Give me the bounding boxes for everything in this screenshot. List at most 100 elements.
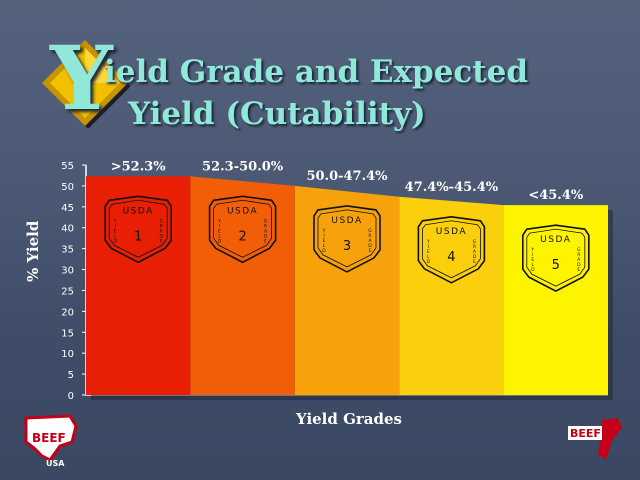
shield-right-letter: E [473,259,476,265]
shield-right-letter: E [577,267,580,273]
shield-grade-number: 1 [134,229,142,244]
shield-left-letter: I [115,223,116,229]
shield-right-letter: G [473,239,477,245]
y-tick-label: 5 [68,370,74,381]
shield-left-letter: I [219,223,220,229]
shield-right-letter: A [473,249,477,255]
shield-right-letter: D [264,233,268,239]
shield-header: USDA [331,216,362,226]
shield-header: USDA [227,206,258,216]
y-tick-label: 25 [61,286,74,297]
shield-left-letter: Y [113,218,117,224]
grade-bar-1 [86,176,191,395]
diamond-icon [42,40,130,128]
usda-shields: USDA1YIELDGRADEUSDA2YIELDGRADEUSDA3YIELD… [104,195,590,293]
y-tick-label: 40 [61,224,74,235]
shield-left-letter: L [427,254,430,260]
grade-bar-5 [503,205,608,395]
shield-right-letter: R [577,252,580,258]
grade-bars [86,176,613,400]
shield-left-letter: Y [530,247,534,253]
y-tick-label: 50 [61,182,74,193]
range-label-5: <45.4% [528,188,584,203]
beef-logo-right: BEEF [568,418,622,460]
shield-right-letter: D [159,233,163,239]
shield-grade-number: 3 [343,239,351,254]
y-tick-label: 45 [61,203,74,214]
shield-right-letter: R [473,244,476,250]
shield-left-letter: I [428,244,429,250]
shield-right-letter: G [264,218,268,224]
shield-outline [521,224,590,293]
y-axis-label: % Yield [24,220,42,282]
title-initial: Y [50,26,113,130]
title-line-1: ield Grade and Expected [104,54,529,90]
grade-bar-4 [399,196,504,395]
shield-outline [313,205,381,273]
shield-grade-number: 4 [447,250,455,265]
shield-outline [104,195,172,264]
shield-left-letter: L [218,233,221,239]
shield-right-letter: E [369,248,372,254]
shield-outline [208,195,277,264]
range-label-3: 50.0-47.4% [306,169,388,184]
y-tick-label: 30 [61,266,74,277]
shield-left-letter: D [113,238,117,244]
shield-header: USDA [436,227,467,237]
shield-outline [417,215,486,284]
shield-right-letter: G [577,247,581,253]
shield-right-letter: G [368,228,372,234]
shield-left-letter: I [532,252,533,258]
shield-left-letter: D [531,267,535,273]
shield-left-letter: D [218,238,222,244]
range-labels: >52.3% 52.3-50.0% 50.0-47.4% 47.4%-45.4% <45… [111,159,584,203]
shield-left-letter: I [323,233,324,239]
shield-right-letter: D [577,262,581,268]
shield-left-letter: L [532,262,535,268]
shield-left-letter: Y [322,228,326,234]
shield-left-letter: E [427,249,430,255]
shield-header: USDA [123,206,154,216]
shield-left-letter: Y [217,218,221,224]
shield-right-letter: R [368,233,371,239]
shield-right-letter: D [473,254,477,260]
grade-bar-3 [294,185,400,395]
shield-header: USDA [540,235,571,245]
logo-right-main: BEEF [570,427,601,440]
shield-left-letter: E [218,228,221,234]
y-tick-label: 20 [61,307,74,318]
shield-right-letter: E [264,238,267,244]
shield-right-letter: R [160,223,163,229]
shield-right-letter: A [160,228,164,234]
logo-left-main: BEEF [32,431,66,445]
y-tick-label: 55 [61,161,74,172]
logo-left-sub: USA [46,459,65,468]
y-tick-label: 35 [61,245,74,256]
shield-right-letter: D [368,243,372,249]
shield-right-letter: A [264,228,268,234]
beef-usa-logo-left: BEEF USA [24,414,78,468]
shield-left-letter: Y [426,239,430,245]
shield-right-letter: A [368,238,372,244]
shield-grade-number: 5 [552,258,560,273]
shield-left-letter: D [427,259,431,265]
shield-left-letter: L [323,243,326,249]
y-tick-label: 10 [61,349,74,360]
shield-left-letter: D [322,248,326,254]
shield-left-letter: L [114,233,117,239]
y-tick-label: 15 [61,328,74,339]
range-label-2: 52.3-50.0% [202,159,284,174]
range-label-4: 47.4%-45.4% [405,180,499,195]
shield-right-letter: E [160,238,163,244]
shield-left-letter: E [114,228,117,234]
title-line-2: Yield (Cutability) [128,96,426,132]
range-label-1: >52.3% [111,159,167,174]
x-axis-label: Yield Grades [296,410,403,428]
shield-right-letter: R [264,223,267,229]
